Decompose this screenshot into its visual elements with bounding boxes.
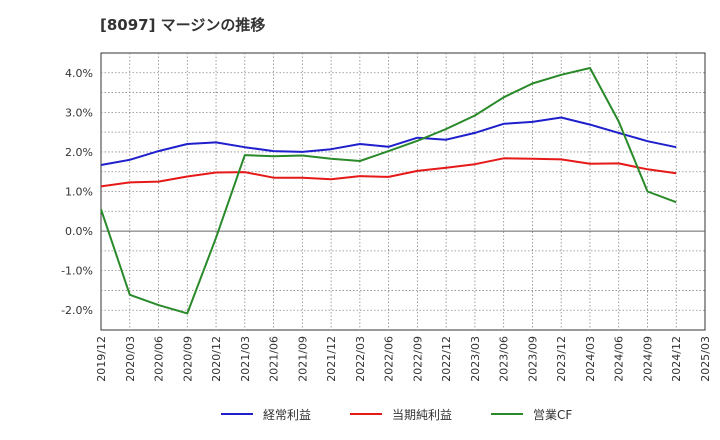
x-tick-label: 2024/12 (670, 336, 683, 382)
grid-layer (101, 53, 705, 330)
x-tick-label: 2020/09 (181, 336, 194, 382)
legend-label: 営業CF (533, 408, 572, 422)
x-tick-label: 2022/09 (411, 336, 424, 382)
x-tick-label: 2024/06 (613, 336, 626, 382)
x-tick-label: 2019/12 (95, 336, 108, 382)
x-tick-label: 2021/06 (268, 336, 281, 382)
y-tick-label: 1.0% (65, 186, 93, 199)
x-tick-label: 2021/12 (325, 336, 338, 382)
series-line (100, 157, 677, 188)
x-tick-label: 2020/12 (210, 336, 223, 382)
x-tick-label: 2023/12 (555, 336, 568, 382)
legend-label: 経常利益 (263, 408, 311, 422)
legend: 経常利益 当期純利益 営業CF (221, 408, 572, 422)
y-tick-label: 3.0% (65, 106, 93, 119)
x-tick-label: 2020/06 (153, 336, 166, 382)
x-tick-label: 2020/03 (124, 336, 137, 382)
chart-title: [8097] マージンの推移 (100, 16, 266, 34)
y-tick-label: -1.0% (61, 265, 93, 278)
y-tick-label: 0.0% (65, 225, 93, 238)
legend-label: 当期純利益 (392, 408, 452, 422)
x-tick-label: 2023/09 (526, 336, 539, 382)
x-tick-label: 2022/03 (354, 336, 367, 382)
y-tick-label: 2.0% (65, 146, 93, 159)
y-tick-label: -2.0% (61, 304, 93, 317)
x-tick-label: 2022/12 (440, 336, 453, 382)
series-layer (100, 67, 677, 315)
x-tick-label: 2023/03 (469, 336, 482, 382)
x-tick-label: 2024/09 (641, 336, 654, 382)
x-tick-label: 2023/06 (498, 336, 511, 382)
x-tick-label: 2022/06 (383, 336, 396, 382)
x-tick-label: 2021/03 (239, 336, 252, 382)
x-tick-label: 2025/03 (699, 336, 712, 382)
y-tick-label: 4.0% (65, 67, 93, 80)
x-tick-label: 2021/09 (296, 336, 309, 382)
x-tick-label: 2024/03 (584, 336, 597, 382)
axis-layer: -2.0% -1.0% 0.0% 1.0% 2.0% 3.0% 4.0% 2019/12 202… (61, 67, 712, 382)
series-line (100, 116, 677, 166)
series-line (100, 67, 677, 315)
